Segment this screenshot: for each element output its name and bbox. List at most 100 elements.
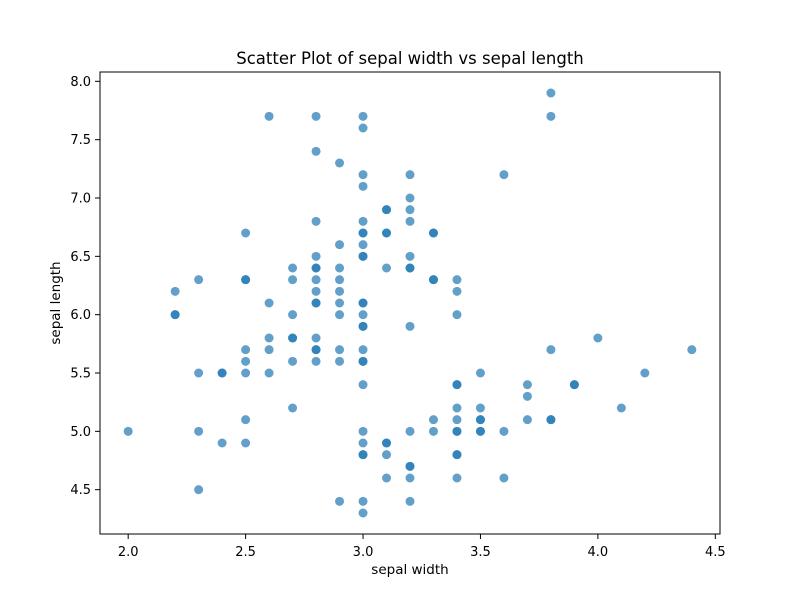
data-point xyxy=(452,310,462,320)
data-point xyxy=(405,321,415,331)
data-point xyxy=(311,345,321,355)
data-point xyxy=(358,496,368,506)
data-point xyxy=(358,298,368,308)
data-point xyxy=(358,321,368,331)
data-point xyxy=(405,496,415,506)
axes-frame xyxy=(99,71,721,535)
data-point xyxy=(335,286,345,296)
points-layer xyxy=(123,88,697,518)
data-point xyxy=(405,473,415,483)
x-tick-label: 4.0 xyxy=(588,545,609,560)
data-point xyxy=(546,111,556,121)
data-point xyxy=(311,263,321,273)
data-point xyxy=(358,123,368,133)
data-point xyxy=(288,356,298,366)
data-point xyxy=(358,216,368,226)
data-point xyxy=(452,450,462,460)
data-point xyxy=(311,146,321,156)
data-point xyxy=(452,426,462,436)
data-point xyxy=(475,368,485,378)
data-point xyxy=(241,356,251,366)
data-point xyxy=(335,345,345,355)
data-point xyxy=(640,368,650,378)
data-point xyxy=(546,88,556,98)
data-point xyxy=(264,333,274,343)
data-point xyxy=(382,450,392,460)
data-point xyxy=(358,251,368,261)
data-point xyxy=(499,170,509,180)
data-point xyxy=(241,415,251,425)
data-point xyxy=(335,275,345,285)
data-point xyxy=(241,438,251,448)
data-point xyxy=(382,228,392,238)
data-point xyxy=(311,298,321,308)
data-point xyxy=(217,368,227,378)
chart-title: Scatter Plot of sepal width vs sepal len… xyxy=(236,49,584,68)
data-point xyxy=(311,275,321,285)
data-point xyxy=(335,310,345,320)
data-point xyxy=(194,368,204,378)
data-point xyxy=(358,345,368,355)
y-tick-label: 4.5 xyxy=(70,483,91,498)
data-point xyxy=(428,426,438,436)
data-point xyxy=(358,310,368,320)
data-point xyxy=(405,461,415,471)
data-point xyxy=(335,240,345,250)
data-point xyxy=(382,205,392,215)
data-point xyxy=(288,275,298,285)
data-point xyxy=(335,496,345,506)
x-axis-ticks: 2.0 2.5 3.0 3.5 4.0 4.5 xyxy=(118,534,726,560)
data-point xyxy=(358,438,368,448)
data-point xyxy=(311,251,321,261)
data-point xyxy=(288,310,298,320)
data-point xyxy=(358,426,368,436)
data-point xyxy=(241,275,251,285)
data-point xyxy=(288,263,298,273)
x-axis-label: sepal width xyxy=(371,562,448,578)
data-point xyxy=(475,415,485,425)
data-point xyxy=(452,403,462,413)
data-point xyxy=(358,111,368,121)
data-point xyxy=(382,263,392,273)
data-point xyxy=(311,333,321,343)
data-point xyxy=(569,380,579,390)
data-point xyxy=(358,228,368,238)
data-point xyxy=(405,205,415,215)
data-point xyxy=(452,380,462,390)
x-tick-label: 3.5 xyxy=(470,545,491,560)
data-point xyxy=(405,193,415,203)
y-tick-label: 5.0 xyxy=(70,425,91,440)
data-point xyxy=(194,275,204,285)
x-tick-label: 2.0 xyxy=(118,545,139,560)
data-point xyxy=(593,333,603,343)
data-point xyxy=(452,286,462,296)
data-point xyxy=(335,298,345,308)
data-point xyxy=(194,426,204,436)
x-tick-label: 2.5 xyxy=(235,545,256,560)
data-point xyxy=(358,356,368,366)
data-point xyxy=(241,345,251,355)
data-point xyxy=(499,426,509,436)
data-point xyxy=(405,426,415,436)
data-point xyxy=(687,345,697,355)
data-point xyxy=(264,298,274,308)
data-point xyxy=(311,286,321,296)
data-point xyxy=(405,263,415,273)
data-point xyxy=(616,403,626,413)
data-point xyxy=(335,263,345,273)
data-point xyxy=(311,356,321,366)
data-point xyxy=(264,111,274,121)
data-point xyxy=(522,380,532,390)
data-point xyxy=(288,403,298,413)
data-point xyxy=(335,158,345,168)
data-point xyxy=(405,170,415,180)
y-tick-label: 6.5 xyxy=(70,250,91,265)
data-point xyxy=(264,368,274,378)
data-point xyxy=(170,286,180,296)
data-point xyxy=(428,275,438,285)
y-tick-label: 6.0 xyxy=(70,308,91,323)
data-point xyxy=(499,473,509,483)
data-point xyxy=(405,216,415,226)
data-point xyxy=(452,473,462,483)
